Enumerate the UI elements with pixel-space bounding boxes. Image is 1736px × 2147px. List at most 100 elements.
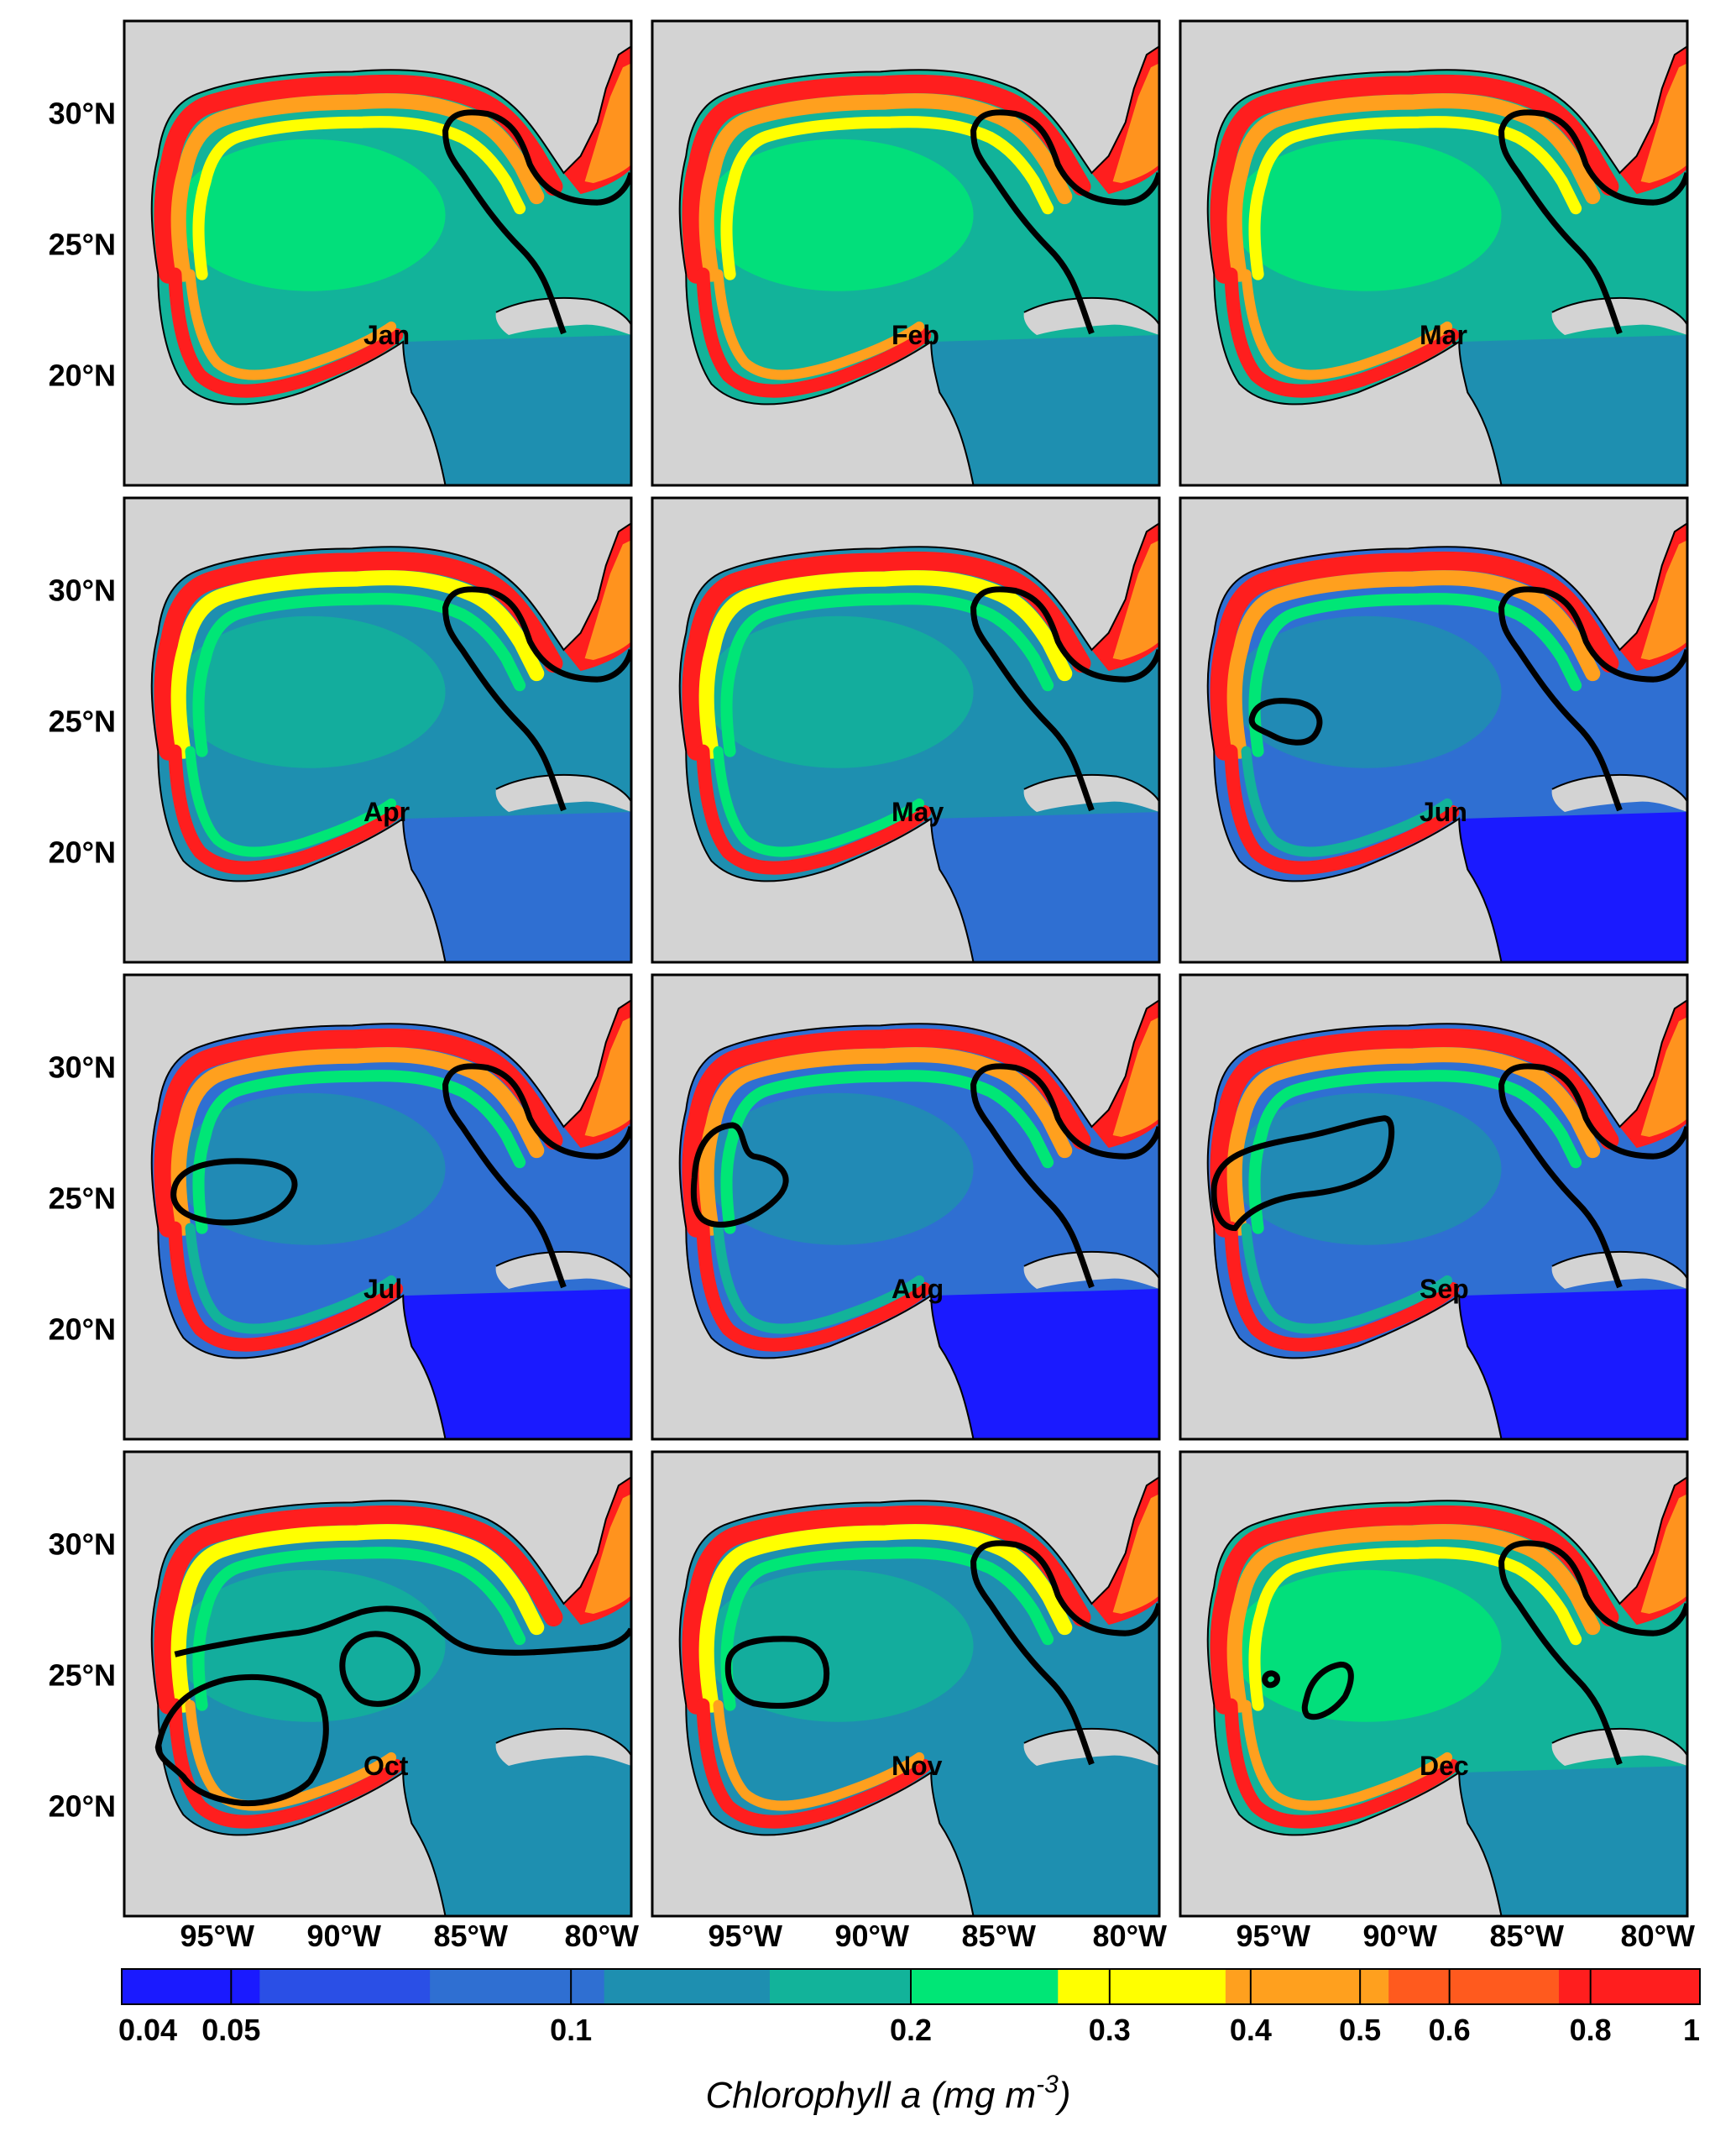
panel-frame [1179, 496, 1689, 964]
colorbar-bin [911, 1969, 1059, 2004]
map-panel-nov: Nov [651, 1450, 1161, 1918]
caribbean-sea [403, 1289, 631, 1439]
florida-shelf-inner [1112, 1017, 1159, 1138]
mid-gulf-water [703, 139, 974, 291]
panel-frame [651, 496, 1161, 964]
mid-gulf-water [1231, 1092, 1502, 1245]
month-label: Jun [1420, 797, 1467, 827]
caribbean-sea [1459, 335, 1687, 485]
map-panel-jul: Jul [123, 973, 633, 1441]
map-panel-jan: Jan [123, 19, 633, 487]
mid-gulf-water [1231, 615, 1502, 768]
colorbar-bin [122, 1969, 260, 2004]
panel-grid: Jan Feb Mar Apr May Jun Jul Aug Sep Oct Nov Dec [123, 19, 1689, 1918]
lat-tick-label: 20°N [49, 1312, 116, 1346]
map-panel-dec: Dec [1179, 1450, 1689, 1918]
panel-frame [1179, 19, 1689, 487]
mid-gulf-water [703, 615, 974, 768]
lon-tick-label: 85°W [1490, 1919, 1564, 1953]
panel-frame [651, 19, 1161, 487]
colorbar-bin [1388, 1969, 1560, 2004]
lon-tick-label: 85°W [962, 1919, 1036, 1953]
panel-frame [123, 19, 633, 487]
caribbean-sea [931, 1766, 1159, 1916]
map-panel-sep: Sep [1179, 973, 1689, 1441]
colorbar-bin [259, 1969, 431, 2004]
panel-frame [1179, 1450, 1689, 1918]
axes-labels: 30°N 25°N 20°N 30°N 25°N 20°N 30°N 25°N 20°N 30°N… [49, 97, 1695, 1953]
colorbar-title: Chlorophyll a (mg m-3) [705, 2071, 1070, 2116]
lon-tick-label: 80°W [1621, 1919, 1695, 1953]
colorbar-bin [430, 1969, 605, 2004]
panel-frame [123, 496, 633, 964]
month-label: May [892, 797, 944, 827]
lat-tick-label: 25°N [49, 227, 116, 261]
lon-tick-label: 80°W [1093, 1919, 1167, 1953]
lon-tick-label: 95°W [1237, 1919, 1310, 1953]
caribbean-sea [403, 812, 631, 962]
colorbar-tick-label: 0.8 [1570, 2013, 1612, 2047]
caribbean-sea [403, 335, 631, 485]
lon-tick-label: 95°W [709, 1919, 782, 1953]
map-panel-apr: Apr [123, 496, 633, 964]
mid-gulf-water [175, 615, 446, 768]
month-label: Apr [363, 797, 410, 827]
florida-shelf-inner [1112, 63, 1159, 184]
lat-tick-label: 20°N [49, 1788, 116, 1823]
florida-shelf-inner [584, 63, 631, 184]
colorbar-bins [122, 1969, 1701, 2004]
panel-frame [123, 1450, 633, 1918]
colorbar-tick-label: 0.2 [890, 2013, 932, 2047]
florida-shelf-inner [584, 540, 631, 661]
caribbean-sea [1459, 1289, 1687, 1439]
florida-shelf-inner [1640, 1017, 1687, 1138]
florida-shelf-inner [584, 1017, 631, 1138]
month-label: Aug [892, 1274, 944, 1304]
colorbar-tick-label: 0.4 [1230, 2013, 1272, 2047]
lon-tick-label: 90°W [1363, 1919, 1437, 1953]
caribbean-sea [1459, 812, 1687, 962]
florida-shelf-inner [1640, 540, 1687, 661]
lon-tick-label: 80°W [565, 1919, 639, 1953]
lon-tick-label: 90°W [307, 1919, 381, 1953]
panel-frame [651, 1450, 1161, 1918]
caribbean-sea [931, 335, 1159, 485]
caribbean-sea [403, 1766, 631, 1916]
month-label: Jul [363, 1274, 402, 1304]
caribbean-sea [931, 812, 1159, 962]
panel-frame [123, 973, 633, 1441]
mid-gulf-water [703, 1569, 974, 1722]
florida-shelf-inner [1640, 1494, 1687, 1615]
lat-tick-label: 20°N [49, 835, 116, 869]
month-label: Jan [363, 320, 410, 350]
caribbean-sea [1459, 1766, 1687, 1916]
colorbar-tick-label: 0.3 [1089, 2013, 1131, 2047]
lon-tick-label: 90°W [835, 1919, 909, 1953]
map-panel-oct: Oct [123, 1450, 633, 1918]
month-label: Sep [1420, 1274, 1469, 1304]
colorbar-bin [604, 1969, 771, 2004]
florida-shelf-inner [1112, 1494, 1159, 1615]
florida-shelf-inner [1112, 540, 1159, 661]
mid-gulf-water [175, 1092, 446, 1245]
colorbar-tick-label: 1 [1683, 2013, 1700, 2047]
colorbar: 0.04 0.05 0.1 0.2 0.3 0.4 0.5 0.6 0.8 1 Chlorophy… [118, 1968, 1701, 2116]
colorbar-tick-label: 0.1 [550, 2013, 592, 2047]
caribbean-sea [931, 1289, 1159, 1439]
panel-frame [651, 973, 1161, 1441]
colorbar-bin [1058, 1969, 1226, 2004]
mid-gulf-water [175, 139, 446, 291]
colorbar-tick-label: 0.04 [118, 2013, 177, 2047]
month-label: Oct [363, 1751, 409, 1781]
lon-tick-label: 85°W [434, 1919, 508, 1953]
colorbar-bin [769, 1969, 912, 2004]
colorbar-tick-label: 0.05 [201, 2013, 260, 2047]
lat-tick-label: 30°N [49, 97, 116, 131]
panel-frame [1179, 973, 1689, 1441]
lat-tick-label: 30°N [49, 573, 116, 608]
lat-tick-label: 20°N [49, 358, 116, 392]
month-label: Nov [892, 1751, 943, 1781]
map-panel-mar: Mar [1179, 19, 1689, 487]
lat-tick-label: 30°N [49, 1050, 116, 1085]
